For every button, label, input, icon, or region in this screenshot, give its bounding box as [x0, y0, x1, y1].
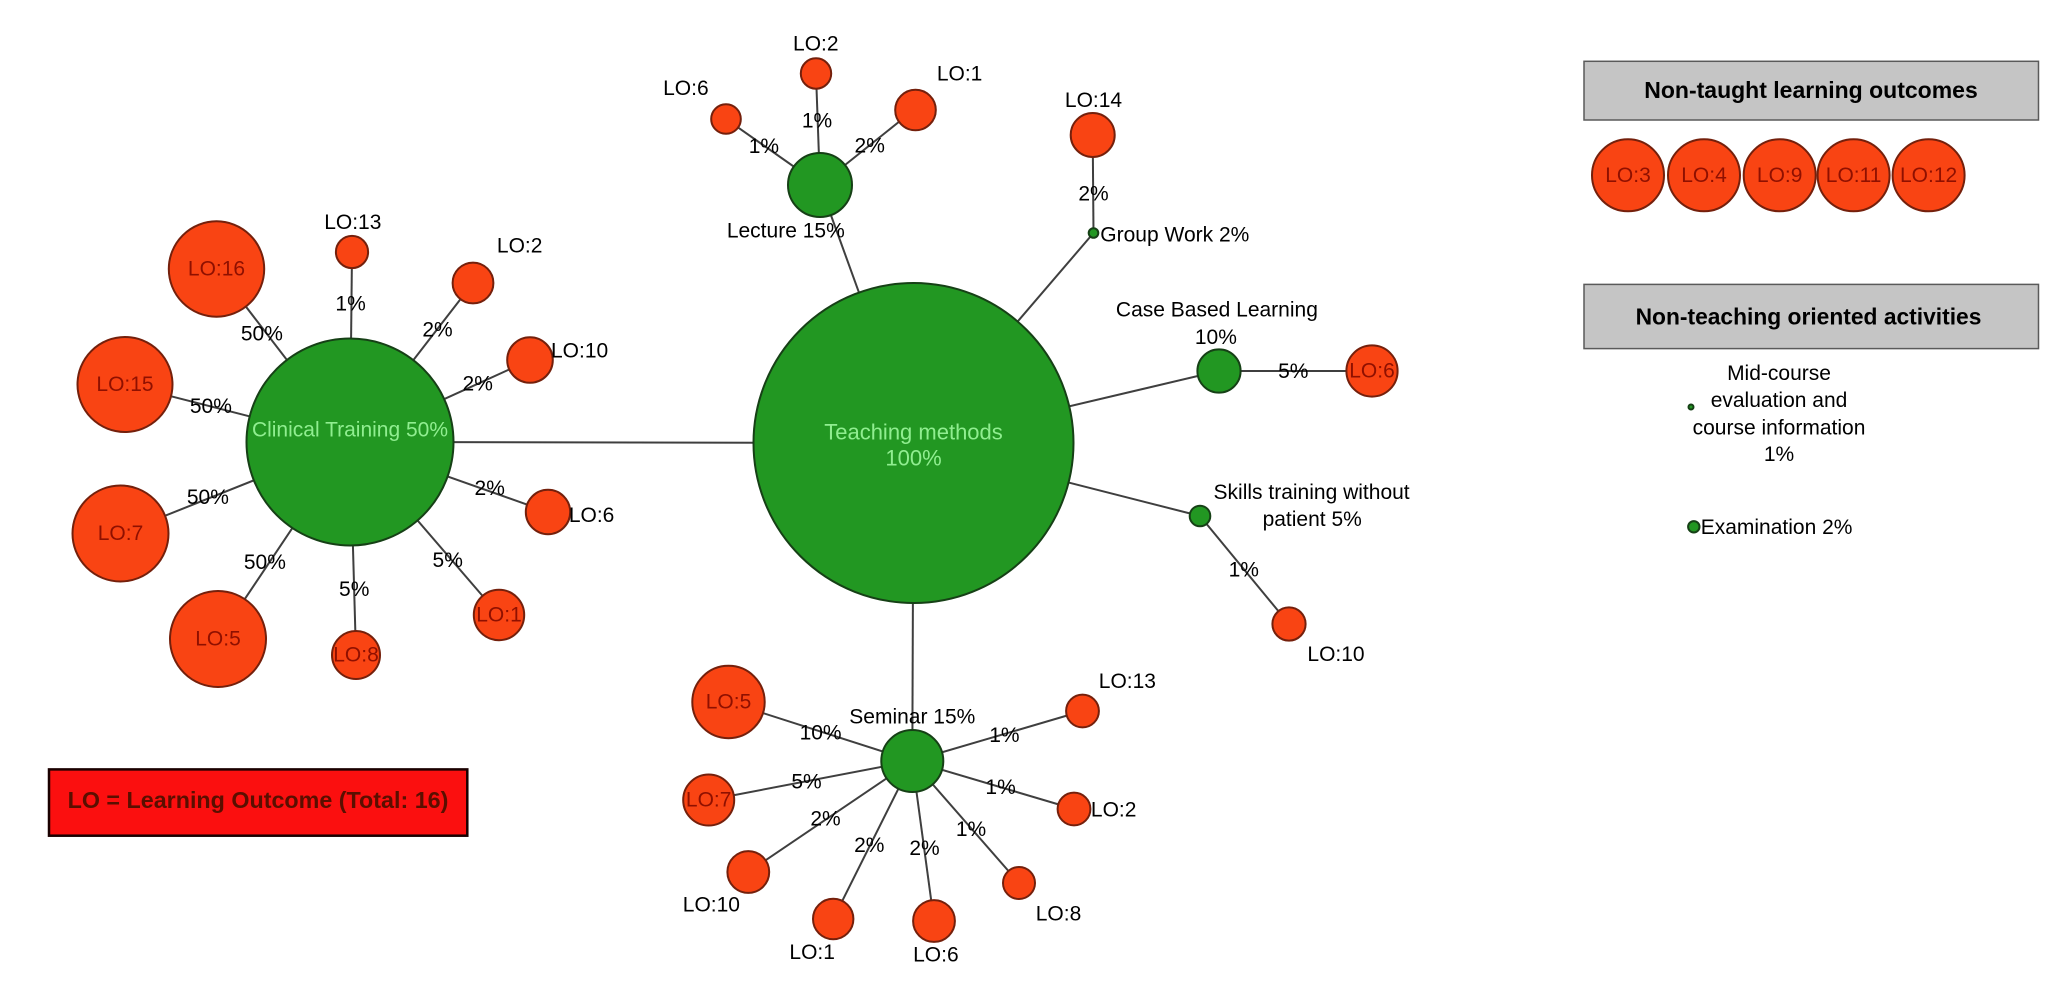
svg-text:1%: 1%	[335, 293, 365, 316]
svg-text:50%: 50%	[241, 323, 283, 346]
svg-text:LO:2: LO:2	[1091, 799, 1137, 822]
svg-text:LO:11: LO:11	[1826, 164, 1882, 187]
svg-text:2%: 2%	[909, 837, 939, 860]
svg-text:LO:6: LO:6	[663, 77, 709, 100]
svg-text:1%: 1%	[956, 818, 986, 841]
svg-text:Skills training without: Skills training without	[1214, 481, 1410, 504]
svg-text:LO:10: LO:10	[1307, 643, 1364, 666]
svg-text:LO = Learning Outcome (Total:: LO = Learning Outcome (Total: 16)	[68, 787, 449, 813]
svg-text:LO:7: LO:7	[98, 522, 144, 545]
svg-text:LO:1: LO:1	[937, 62, 983, 85]
svg-text:Teaching methods: Teaching methods	[824, 420, 1003, 445]
svg-text:patient 5%: patient 5%	[1263, 508, 1362, 531]
svg-text:LO:12: LO:12	[1900, 164, 1957, 187]
svg-text:1%: 1%	[749, 135, 779, 158]
svg-text:LO:2: LO:2	[793, 32, 839, 55]
svg-text:LO:2: LO:2	[497, 235, 543, 258]
svg-text:5%: 5%	[339, 578, 369, 601]
svg-text:2%: 2%	[854, 834, 884, 857]
svg-text:1%: 1%	[802, 110, 832, 133]
svg-text:50%: 50%	[190, 395, 232, 418]
svg-text:LO:1: LO:1	[476, 604, 522, 627]
svg-text:2%: 2%	[855, 134, 885, 157]
svg-text:2%: 2%	[463, 373, 493, 396]
svg-text:1%: 1%	[1764, 443, 1794, 466]
svg-text:course information: course information	[1693, 417, 1866, 440]
svg-text:LO:8: LO:8	[1036, 902, 1082, 925]
svg-text:LO:9: LO:9	[1757, 164, 1803, 187]
svg-text:2%: 2%	[810, 808, 840, 831]
svg-text:Mid-course: Mid-course	[1727, 362, 1831, 385]
svg-text:Non-taught learning outcomes: Non-taught learning outcomes	[1644, 77, 1978, 103]
svg-text:2%: 2%	[422, 319, 452, 342]
svg-text:5%: 5%	[1278, 360, 1308, 383]
svg-text:LO:7: LO:7	[686, 789, 732, 812]
svg-text:Clinical Training 50%: Clinical Training 50%	[252, 419, 448, 442]
svg-text:Case Based Learning: Case Based Learning	[1116, 299, 1318, 322]
svg-text:LO:10: LO:10	[683, 893, 740, 916]
svg-text:2%: 2%	[475, 477, 505, 500]
svg-text:5%: 5%	[433, 549, 463, 572]
svg-text:Seminar 15%: Seminar 15%	[849, 706, 975, 729]
svg-text:1%: 1%	[989, 724, 1019, 747]
svg-text:LO:5: LO:5	[195, 628, 241, 651]
svg-text:2%: 2%	[1078, 182, 1108, 205]
svg-text:LO:5: LO:5	[706, 691, 752, 714]
svg-text:LO:6: LO:6	[913, 944, 959, 967]
svg-text:LO:6: LO:6	[1349, 360, 1395, 383]
svg-text:10%: 10%	[800, 722, 842, 745]
svg-text:Lecture 15%: Lecture 15%	[727, 220, 845, 243]
svg-text:LO:6: LO:6	[569, 504, 615, 527]
svg-text:LO:8: LO:8	[333, 644, 379, 667]
svg-text:LO:13: LO:13	[324, 211, 381, 234]
svg-text:5%: 5%	[791, 770, 821, 793]
svg-text:100%: 100%	[885, 446, 941, 471]
svg-text:50%: 50%	[244, 551, 286, 574]
svg-text:10%: 10%	[1195, 326, 1237, 349]
svg-text:Non-teaching oriented activiti: Non-teaching oriented activities	[1636, 304, 1982, 330]
svg-text:1%: 1%	[985, 776, 1015, 799]
svg-text:LO:1: LO:1	[789, 941, 835, 964]
svg-text:LO:15: LO:15	[96, 373, 153, 396]
svg-text:LO:14: LO:14	[1065, 89, 1123, 112]
svg-text:LO:3: LO:3	[1605, 164, 1651, 187]
svg-text:evaluation and: evaluation and	[1711, 389, 1848, 412]
svg-text:Examination 2%: Examination 2%	[1701, 516, 1853, 539]
svg-text:Group Work 2%: Group Work 2%	[1100, 224, 1249, 247]
svg-text:LO:4: LO:4	[1681, 164, 1727, 187]
svg-text:LO:13: LO:13	[1099, 670, 1156, 693]
svg-text:LO:10: LO:10	[551, 340, 608, 363]
svg-text:50%: 50%	[187, 486, 229, 509]
svg-text:LO:16: LO:16	[188, 258, 245, 281]
svg-text:1%: 1%	[1229, 559, 1259, 582]
